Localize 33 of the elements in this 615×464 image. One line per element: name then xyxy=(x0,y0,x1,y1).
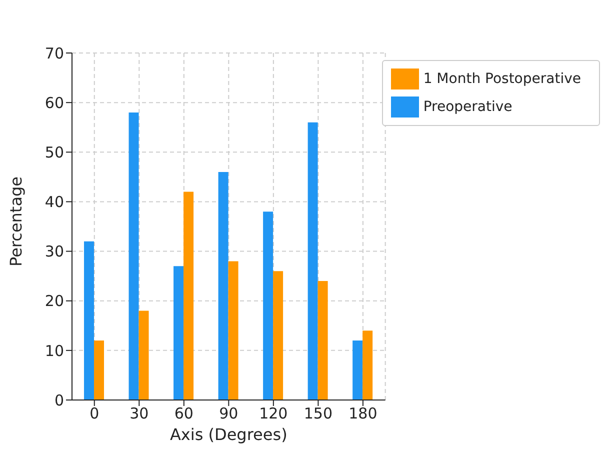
bar xyxy=(362,330,373,400)
x-tick-label: 150 xyxy=(304,404,333,423)
bar xyxy=(273,271,284,400)
y-tick-label: 30 xyxy=(44,242,64,261)
x-tick-label: 180 xyxy=(348,404,378,423)
bar xyxy=(352,340,363,400)
y-tick-label: 0 xyxy=(54,391,64,410)
bar xyxy=(308,122,318,400)
y-axis-title: Percentage xyxy=(6,176,26,266)
x-tick-label: 90 xyxy=(219,404,238,423)
bar xyxy=(94,340,104,400)
x-axis-title: Axis (Degrees) xyxy=(170,425,288,444)
legend-label: Preoperative xyxy=(423,98,512,115)
bar xyxy=(138,310,149,400)
y-tick-label: 50 xyxy=(44,143,64,162)
y-tick-label: 60 xyxy=(44,94,64,112)
legend-label: 1 Month Postoperative xyxy=(423,70,581,87)
y-tick-label: 70 xyxy=(44,44,64,62)
x-tick-label: 0 xyxy=(90,404,100,423)
bar xyxy=(318,281,328,400)
bar xyxy=(184,192,194,400)
x-tick-label: 120 xyxy=(259,404,288,423)
bar xyxy=(84,241,94,400)
bar xyxy=(228,261,238,400)
bar xyxy=(263,212,274,400)
y-tick-label: 20 xyxy=(44,292,64,310)
x-tick-label: 60 xyxy=(174,404,194,423)
bar xyxy=(128,112,139,400)
x-tick-label: 30 xyxy=(130,404,149,423)
bar xyxy=(174,266,184,400)
bar xyxy=(218,172,228,400)
y-tick-label: 40 xyxy=(44,193,64,212)
y-tick-label: 10 xyxy=(44,342,64,360)
